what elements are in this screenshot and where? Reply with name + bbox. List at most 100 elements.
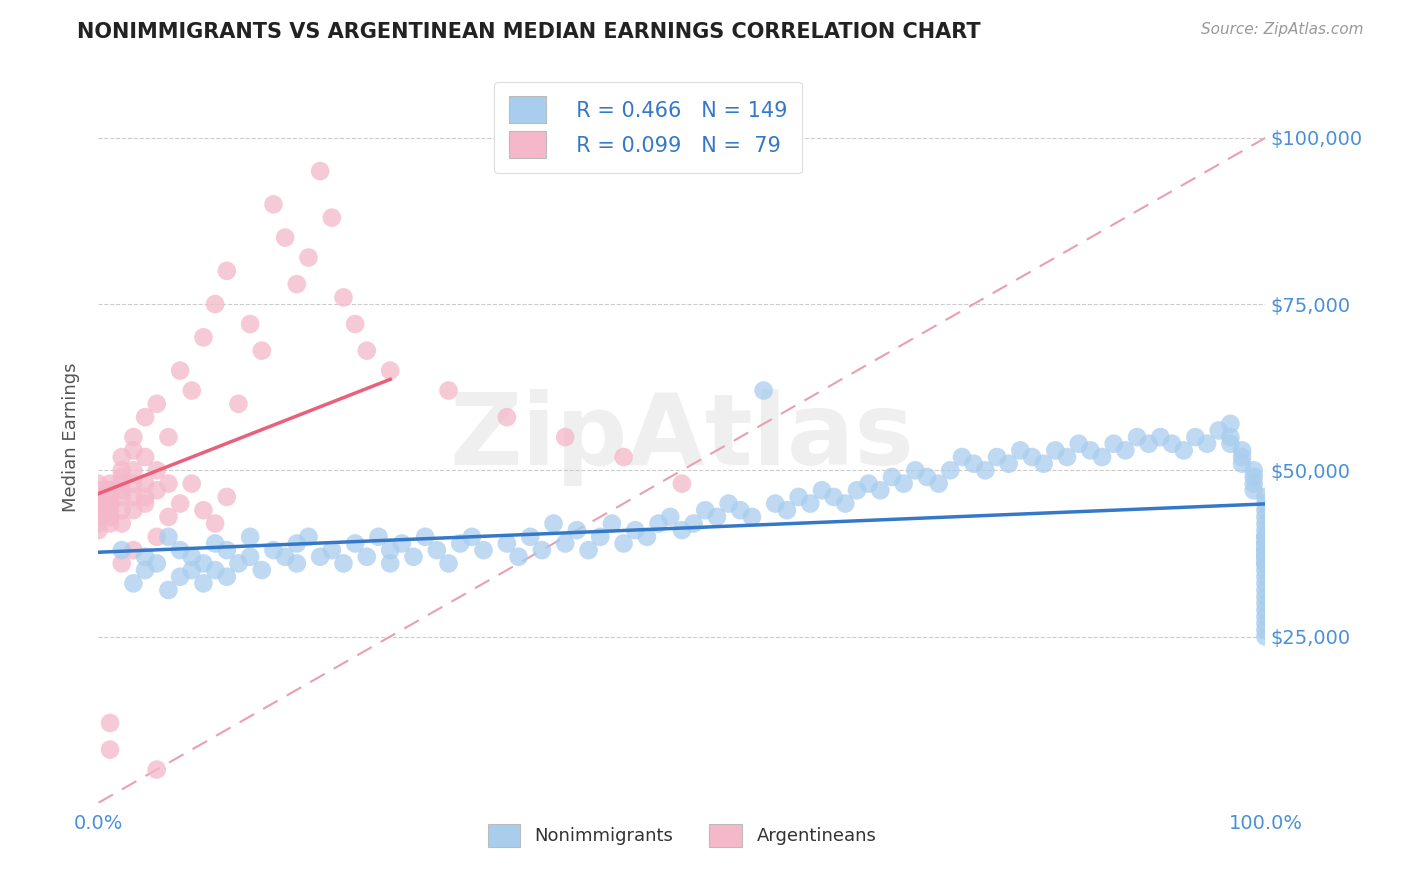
Point	[180, 476, 202, 491]
Point	[111, 483, 134, 498]
Point	[285, 557, 308, 571]
Point	[695, 503, 717, 517]
Point	[1254, 503, 1277, 517]
Point	[1126, 430, 1149, 444]
Point	[647, 516, 669, 531]
Point	[1254, 630, 1277, 644]
Point	[309, 549, 332, 564]
Point	[1243, 483, 1265, 498]
Point	[98, 497, 121, 511]
Point	[1254, 543, 1277, 558]
Point	[1230, 443, 1253, 458]
Point	[250, 563, 273, 577]
Point	[1067, 436, 1090, 450]
Point	[1080, 443, 1102, 458]
Point	[449, 536, 471, 550]
Point	[402, 549, 425, 564]
Point	[1243, 463, 1265, 477]
Point	[508, 549, 530, 564]
Point	[204, 563, 226, 577]
Point	[157, 582, 180, 597]
Point	[437, 384, 460, 398]
Point	[682, 516, 704, 531]
Point	[367, 530, 389, 544]
Y-axis label: Median Earnings: Median Earnings	[62, 362, 80, 512]
Point	[636, 530, 658, 544]
Point	[169, 363, 191, 377]
Text: Source: ZipAtlas.com: Source: ZipAtlas.com	[1201, 22, 1364, 37]
Point	[321, 543, 343, 558]
Point	[87, 523, 110, 537]
Point	[87, 516, 110, 531]
Point	[122, 476, 145, 491]
Point	[146, 463, 169, 477]
Point	[1091, 450, 1114, 464]
Point	[1195, 436, 1218, 450]
Point	[530, 543, 553, 558]
Point	[565, 523, 588, 537]
Point	[111, 463, 134, 477]
Point	[193, 503, 215, 517]
Point	[98, 490, 121, 504]
Point	[1254, 530, 1277, 544]
Point	[752, 384, 775, 398]
Point	[1254, 536, 1277, 550]
Point	[180, 549, 202, 564]
Point	[880, 470, 903, 484]
Point	[98, 483, 121, 498]
Point	[134, 549, 156, 564]
Point	[1010, 443, 1032, 458]
Point	[1114, 443, 1136, 458]
Point	[624, 523, 647, 537]
Point	[146, 397, 169, 411]
Point	[356, 343, 378, 358]
Point	[87, 490, 110, 504]
Point	[262, 543, 284, 558]
Point	[834, 497, 856, 511]
Point	[391, 536, 413, 550]
Point	[250, 343, 273, 358]
Point	[1230, 457, 1253, 471]
Point	[811, 483, 834, 498]
Point	[1173, 443, 1195, 458]
Point	[111, 516, 134, 531]
Point	[1254, 536, 1277, 550]
Point	[204, 536, 226, 550]
Point	[228, 557, 250, 571]
Point	[87, 476, 110, 491]
Point	[730, 503, 752, 517]
Point	[1243, 476, 1265, 491]
Point	[274, 230, 297, 244]
Point	[169, 497, 191, 511]
Point	[134, 476, 156, 491]
Point	[146, 763, 169, 777]
Point	[204, 297, 226, 311]
Point	[613, 536, 636, 550]
Point	[87, 490, 110, 504]
Point	[332, 557, 354, 571]
Point	[659, 509, 682, 524]
Text: ZipAtlas: ZipAtlas	[450, 389, 914, 485]
Point	[799, 497, 821, 511]
Point	[997, 457, 1019, 471]
Point	[146, 530, 169, 544]
Point	[321, 211, 343, 225]
Point	[1254, 557, 1277, 571]
Point	[1254, 543, 1277, 558]
Point	[1254, 509, 1277, 524]
Point	[111, 476, 134, 491]
Point	[1254, 549, 1277, 564]
Point	[578, 543, 600, 558]
Point	[380, 543, 402, 558]
Point	[1254, 549, 1277, 564]
Point	[215, 543, 238, 558]
Point	[554, 430, 576, 444]
Point	[869, 483, 891, 498]
Point	[285, 277, 308, 292]
Point	[380, 363, 402, 377]
Point	[904, 463, 927, 477]
Point	[1254, 497, 1277, 511]
Point	[111, 543, 134, 558]
Point	[543, 516, 565, 531]
Point	[134, 497, 156, 511]
